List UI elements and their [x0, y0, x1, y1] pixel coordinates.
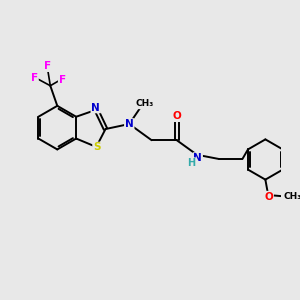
Text: S: S	[93, 142, 100, 152]
Text: H: H	[187, 158, 195, 168]
Text: O: O	[264, 192, 273, 202]
Text: N: N	[194, 153, 202, 163]
Text: CH₃: CH₃	[283, 192, 300, 201]
Text: N: N	[92, 103, 100, 112]
Text: N: N	[125, 119, 134, 129]
Text: O: O	[172, 111, 181, 121]
Text: F: F	[31, 73, 38, 83]
Text: CH₃: CH₃	[135, 99, 154, 108]
Text: F: F	[59, 75, 66, 85]
Text: F: F	[44, 61, 51, 71]
